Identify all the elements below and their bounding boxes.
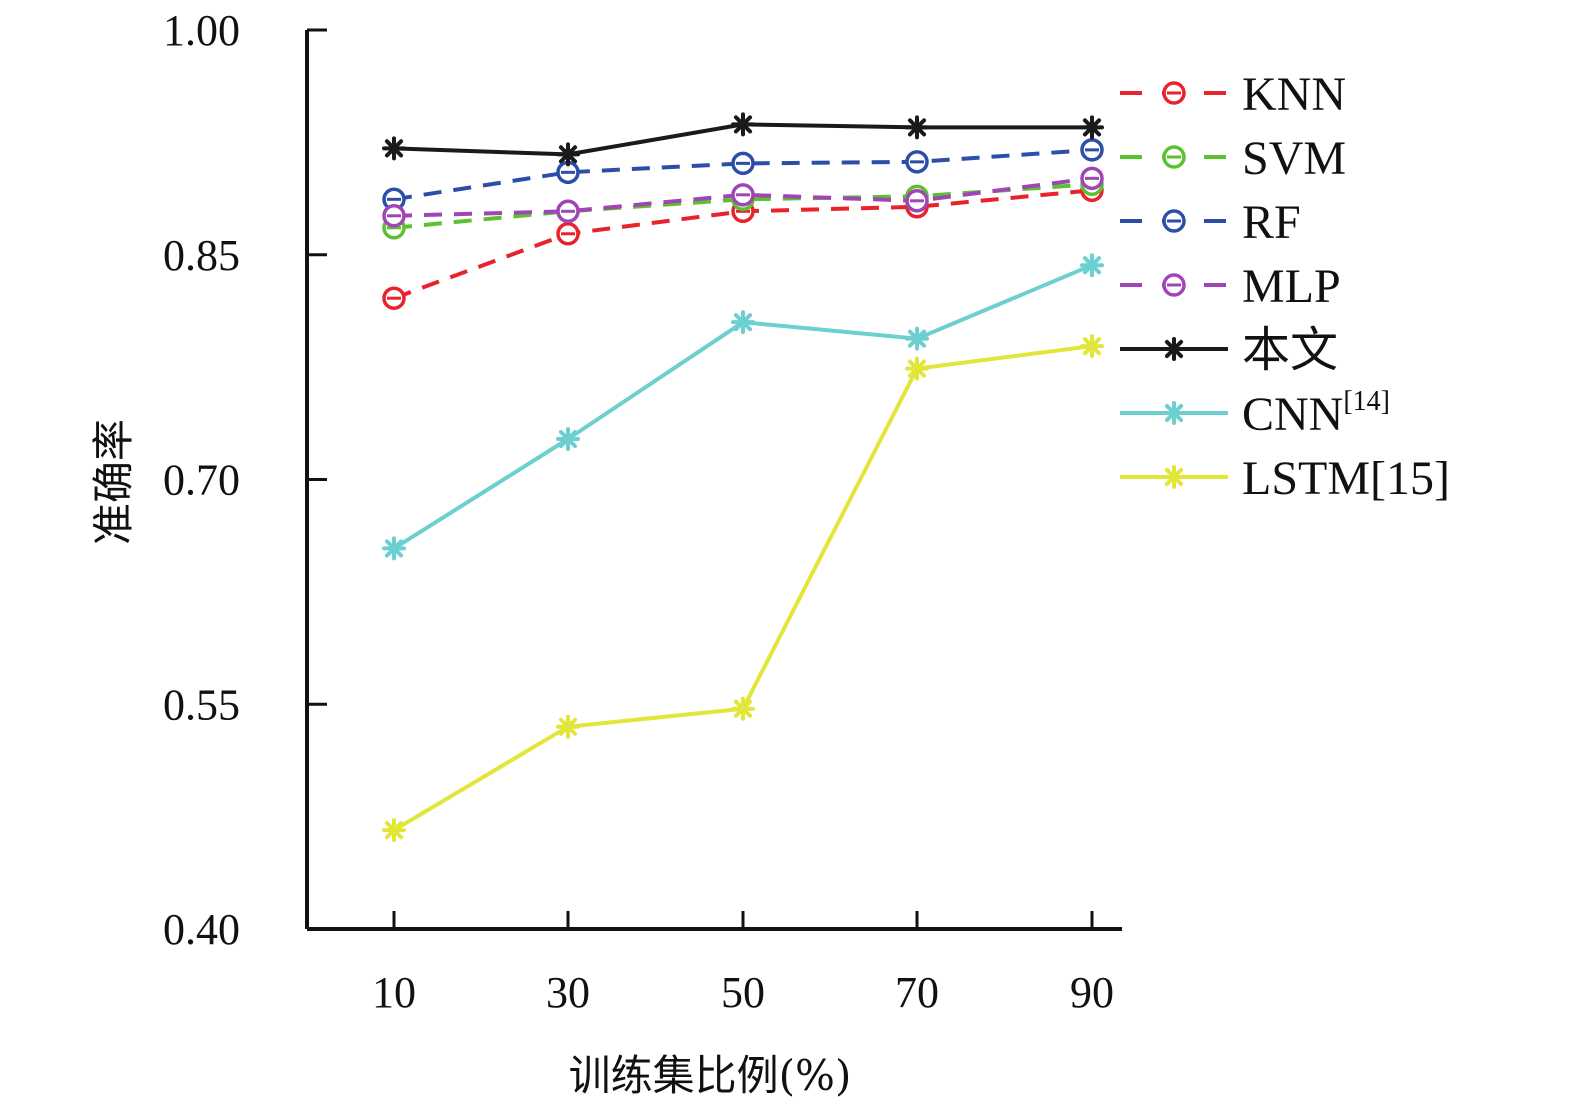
series-2-point [382, 187, 406, 212]
legend-item: CNN[14] [1120, 386, 1390, 441]
x-tick-label: 10 [372, 968, 416, 1017]
series-2-line [393, 147, 1093, 202]
series-0-point [382, 286, 406, 310]
series-4 [382, 112, 1104, 167]
series-2-point [1080, 138, 1104, 162]
series-4-point [1080, 115, 1104, 140]
x-tick-label: 70 [895, 968, 939, 1017]
series-4-point [382, 136, 406, 161]
series-5-line [392, 263, 1093, 551]
legend-swatch-marker [1162, 145, 1186, 169]
legend-item: SVM [1120, 132, 1346, 185]
legend-swatch-marker [1162, 401, 1186, 425]
series-layer [382, 112, 1104, 843]
x-tick-label: 30 [546, 968, 590, 1017]
x-axis-title: 训练集比例(%) [569, 1051, 852, 1100]
legend-item: LSTM[15] [1120, 452, 1450, 505]
series-2-point [905, 150, 929, 174]
legend-label: CNN[14] [1242, 386, 1390, 441]
series-6-line [392, 344, 1093, 832]
legend-label: KNN [1242, 68, 1346, 121]
legend-label: RF [1242, 196, 1301, 249]
y-tick-label: 0.70 [163, 456, 240, 505]
series-4-point [556, 142, 580, 167]
y-tick-label: 0.40 [163, 905, 240, 954]
series-5 [382, 253, 1104, 561]
legend-label: SVM [1242, 132, 1346, 185]
y-tick-label: 0.85 [163, 231, 240, 280]
series-6-point [382, 818, 406, 843]
legend-item: KNN [1120, 68, 1346, 121]
legend-label: 本文 [1242, 324, 1338, 377]
legend-swatch-marker [1162, 465, 1186, 489]
series-3 [382, 166, 1104, 228]
series-2 [382, 138, 1104, 212]
series-3-point [1080, 166, 1104, 191]
y-tick-label: 1.00 [163, 6, 240, 55]
series-3-point [556, 199, 580, 224]
series-5-point [731, 310, 755, 335]
legend-swatch-marker [1162, 209, 1186, 233]
legend-item: MLP [1120, 260, 1341, 313]
series-3-line [393, 176, 1093, 218]
series-2-point [731, 151, 755, 176]
series-6 [382, 334, 1104, 843]
legend-swatch-marker [1162, 337, 1186, 361]
series-6-point [731, 696, 755, 721]
legend-item: RF [1120, 196, 1301, 249]
series-5-point [905, 326, 929, 351]
series-0-point [556, 222, 580, 246]
y-tick-label: 0.55 [163, 680, 240, 729]
legend: KNN SVM RF MLP 本文 CNN[14] LSTM[15] [1120, 68, 1450, 505]
series-3-point [905, 189, 929, 213]
series-5-point [382, 536, 406, 561]
series-3-point [382, 204, 406, 228]
ticks-layer: 0.40 0.55 0.70 0.85 1.00 10 30 50 70 90 [163, 6, 1114, 1017]
series-4-point [905, 115, 929, 140]
series-6-point [556, 714, 580, 739]
series-5-point [556, 427, 580, 452]
legend-label-superscript: [14] [1343, 386, 1390, 417]
legend-label: LSTM[15] [1242, 452, 1450, 505]
series-4-point [731, 112, 755, 137]
series-3-point [731, 183, 755, 207]
legend-label: MLP [1242, 260, 1341, 313]
legend-swatch-marker [1162, 273, 1186, 297]
series-6-point [905, 356, 929, 381]
y-axis-title: 准确率 [89, 419, 138, 545]
series-5-point [1080, 253, 1104, 278]
x-tick-label: 90 [1070, 968, 1114, 1017]
legend-item: 本文 [1120, 324, 1338, 377]
x-tick-label: 50 [721, 968, 765, 1017]
axes-layer [305, 30, 1122, 931]
legend-swatch-marker [1162, 81, 1186, 105]
series-6-point [1080, 334, 1104, 359]
